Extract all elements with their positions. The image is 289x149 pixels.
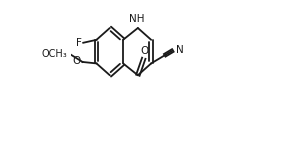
Text: F: F xyxy=(76,38,81,48)
Text: O: O xyxy=(73,56,81,66)
Text: O: O xyxy=(140,46,149,56)
Text: NH: NH xyxy=(129,14,144,24)
Text: N: N xyxy=(175,45,183,55)
Text: OCH₃: OCH₃ xyxy=(42,49,67,59)
